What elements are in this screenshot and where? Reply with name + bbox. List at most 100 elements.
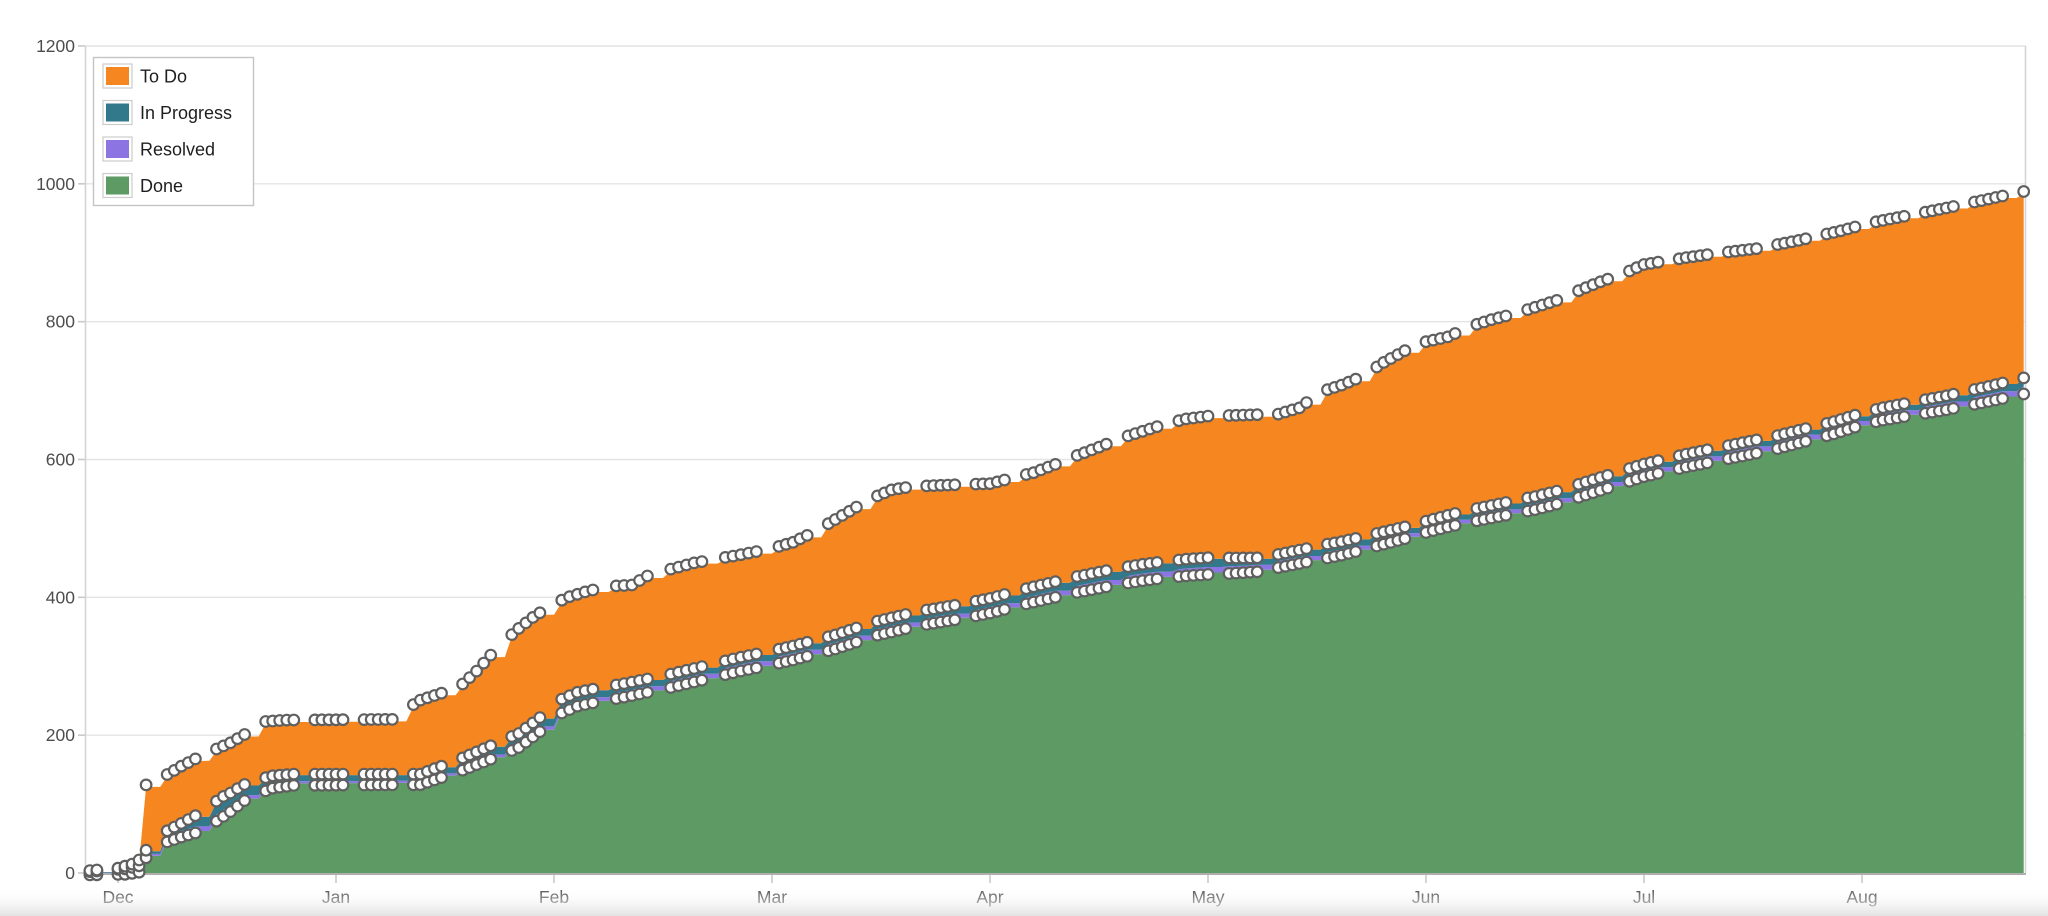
marker-done bbox=[1048, 590, 1062, 604]
marker-total bbox=[750, 545, 763, 558]
marker-done bbox=[1499, 508, 1513, 522]
marker-total bbox=[1099, 437, 1113, 451]
marker-in-progress-top bbox=[238, 778, 252, 791]
marker-total bbox=[1499, 309, 1513, 323]
marker-total bbox=[139, 778, 153, 792]
data-point-markers bbox=[83, 185, 2031, 882]
marker-done bbox=[850, 635, 863, 649]
marker-done bbox=[1099, 580, 1113, 594]
marker-in-progress-top bbox=[1150, 556, 1164, 569]
area-to-do bbox=[84, 193, 2024, 873]
marker-in-progress-top bbox=[1201, 551, 1215, 565]
marker-total bbox=[435, 686, 448, 700]
marker-in-progress-top bbox=[435, 759, 448, 773]
marker-done bbox=[1349, 545, 1363, 558]
legend-swatch-done bbox=[106, 176, 129, 195]
legend-item-resolved: Resolved bbox=[102, 136, 215, 162]
marker-done bbox=[1601, 481, 1615, 495]
marker-in-progress-top bbox=[1499, 496, 1513, 509]
legend-label-in-progress: In Progress bbox=[140, 103, 232, 123]
marker-done bbox=[1651, 467, 1665, 480]
y-axis-label-400: 400 bbox=[46, 587, 75, 607]
marker-done bbox=[1897, 410, 1911, 424]
marker-total bbox=[90, 863, 104, 877]
marker-total bbox=[1550, 294, 1564, 307]
marker-done bbox=[695, 673, 709, 687]
marker-total bbox=[336, 713, 350, 727]
marker-done bbox=[1300, 555, 1313, 569]
marker-in-progress-top bbox=[899, 608, 912, 621]
marker-done bbox=[1448, 519, 1462, 532]
marker-total bbox=[533, 606, 547, 620]
marker-done bbox=[1799, 434, 1813, 448]
marker-in-progress-top bbox=[385, 767, 399, 781]
marker-total bbox=[1300, 396, 1313, 410]
y-axis-label-1200: 1200 bbox=[36, 36, 75, 56]
marker-done bbox=[1550, 497, 1564, 511]
marker-total bbox=[641, 569, 654, 583]
legend-item-done: Done bbox=[102, 172, 183, 199]
marker-total bbox=[1048, 458, 1062, 471]
marker-total bbox=[1750, 242, 1763, 256]
marker-total bbox=[800, 529, 814, 542]
marker-in-progress-top bbox=[1099, 564, 1113, 578]
marker-done bbox=[750, 661, 763, 675]
marker-in-progress-top bbox=[1750, 433, 1763, 447]
y-axis-label-0: 0 bbox=[65, 863, 75, 883]
marker-total bbox=[477, 656, 491, 670]
legend-label-resolved: Resolved bbox=[140, 140, 215, 160]
marker-total bbox=[695, 555, 709, 568]
marker-done bbox=[336, 778, 350, 792]
marker-in-progress-top bbox=[1250, 551, 1264, 565]
marker-total bbox=[1250, 408, 1264, 422]
page-bottom-fade bbox=[0, 888, 2048, 916]
marker-in-progress-top bbox=[1448, 507, 1462, 520]
marker-total bbox=[1799, 232, 1813, 246]
marker-total bbox=[998, 473, 1011, 487]
legend-swatch-in-progress bbox=[106, 103, 129, 122]
marker-in-progress-top bbox=[1799, 422, 1813, 436]
marker-in-progress-top bbox=[1300, 542, 1313, 555]
marker-done bbox=[1150, 572, 1164, 586]
marker-done bbox=[1996, 392, 2009, 405]
marker-total bbox=[385, 713, 399, 726]
marker-total bbox=[1848, 220, 1862, 234]
marker-done bbox=[238, 794, 252, 807]
y-axis-label-200: 200 bbox=[46, 725, 75, 745]
marker-done bbox=[586, 696, 600, 710]
marker-total bbox=[1897, 209, 1911, 223]
legend-label-done: Done bbox=[140, 176, 183, 196]
marker-in-progress-top bbox=[1398, 520, 1412, 534]
marker-in-progress-top bbox=[1996, 376, 2009, 390]
marker-in-progress-top bbox=[586, 682, 600, 696]
marker-total bbox=[238, 728, 252, 741]
marker-done bbox=[385, 778, 399, 792]
marker-done bbox=[287, 779, 301, 792]
marker-done bbox=[1946, 402, 1960, 415]
marker-in-progress-top bbox=[1601, 468, 1615, 482]
marker-total bbox=[287, 713, 301, 727]
marker-total bbox=[1601, 272, 1615, 286]
legend-label-to-do: To Do bbox=[140, 67, 187, 87]
legend-item-to-do: To Do bbox=[102, 63, 187, 89]
marker-done bbox=[1250, 565, 1264, 579]
marker-total bbox=[188, 752, 202, 766]
legend-swatch-resolved bbox=[106, 140, 129, 158]
marker-total bbox=[948, 478, 962, 492]
marker-done bbox=[899, 622, 912, 636]
marker-in-progress-top bbox=[1349, 532, 1363, 545]
marker-in-progress-top bbox=[1897, 397, 1911, 411]
marker-in-progress-top bbox=[800, 635, 814, 649]
marker-in-progress-top bbox=[695, 660, 709, 673]
marker-in-progress-top bbox=[1946, 387, 1960, 401]
marker-done bbox=[484, 752, 498, 766]
marker-total bbox=[1651, 255, 1665, 269]
marker-total bbox=[1996, 189, 2009, 203]
marker-done bbox=[435, 771, 448, 784]
marker-done bbox=[2017, 387, 2031, 401]
marker-in-progress-top bbox=[948, 598, 962, 612]
marker-in-progress-top bbox=[850, 621, 863, 635]
marker-done bbox=[1201, 568, 1215, 581]
